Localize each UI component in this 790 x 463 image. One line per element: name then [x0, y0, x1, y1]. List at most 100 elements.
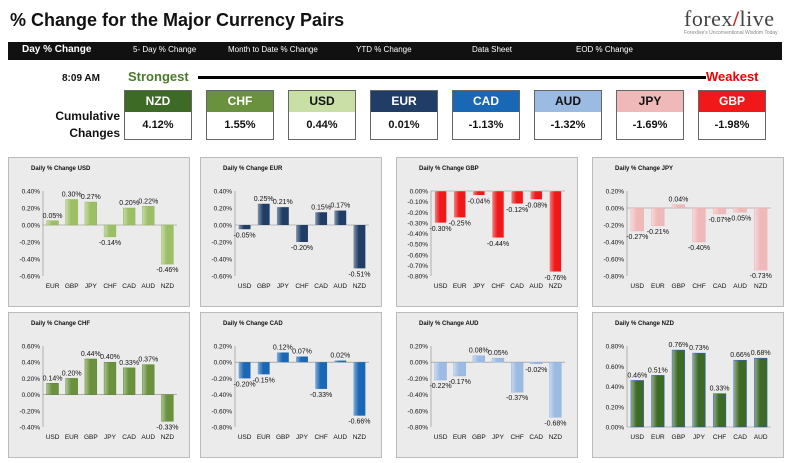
chart-eur: 0.40% 0.20% 0.00% -0.20% -0.40% -0.60% -0.05% U… [211, 189, 370, 291]
tab-month-to-date-change[interactable]: Month to Date % Change [228, 45, 318, 54]
data-label: 0.40% [100, 354, 120, 361]
x-tick-label: EUR [65, 434, 79, 441]
bar-cad [530, 362, 543, 365]
y-tick-label: -0.40% [19, 425, 40, 432]
tab-day-change[interactable]: Day % Change [22, 44, 92, 55]
y-tick-label: -0.20% [407, 376, 428, 383]
bar-gbp [257, 203, 270, 225]
x-tick-label: AUD [529, 283, 543, 290]
cum-box-chf: CHF 1.55% [206, 90, 274, 140]
page-title: % Change for the Major Currency Pairs [10, 10, 345, 30]
bar-eur [65, 378, 78, 395]
bar-nzd [754, 207, 768, 271]
y-tick-label: -0.40% [603, 240, 624, 247]
y-tick-label: 0.80% [606, 344, 625, 351]
tab-5-day-change[interactable]: 5- Day % Change [133, 45, 197, 54]
chart-chf: 0.60% 0.40% 0.20% 0.00% -0.20% -0.40% 0.14% USD… [19, 344, 178, 442]
x-tick-label: AUD [141, 434, 155, 441]
data-label: 0.02% [330, 353, 350, 360]
y-tick-label: -0.40% [407, 392, 428, 399]
x-tick-label: USD [238, 434, 252, 441]
bar-usd [434, 362, 447, 381]
y-tick-label: 0.40% [22, 189, 41, 196]
x-tick-label: CHF [692, 283, 705, 290]
data-label: 0.20% [119, 200, 139, 207]
tab-data-sheet[interactable]: Data Sheet [472, 45, 513, 54]
y-tick-label: -0.60% [211, 274, 232, 281]
x-tick-label: USD [238, 283, 252, 290]
tab-eod-change[interactable]: EOD % Change [576, 45, 633, 54]
x-tick-label: CHF [510, 434, 523, 441]
y-tick-label: -0.40% [211, 257, 232, 264]
chart-title: Daily % Change EUR [223, 166, 283, 172]
bar-jpy [103, 362, 117, 395]
cumulative-changes-label: Cumulative Changes [55, 109, 120, 140]
x-tick-label: CHF [314, 434, 327, 441]
data-label: -0.76% [544, 275, 566, 282]
cum-currency: NZD [125, 91, 191, 112]
bar-nzd [549, 190, 562, 272]
chart-usd: 0.40% 0.20% 0.00% -0.20% -0.40% -0.60% 0.05% EU… [19, 189, 178, 291]
data-label: -0.27% [626, 234, 648, 241]
y-tick-label: 0.20% [214, 344, 233, 351]
forexlive-logo[interactable]: forex/live Forexlive's Unconventional Wi… [684, 6, 780, 38]
bar-jpy [491, 357, 505, 363]
x-tick-label: NZD [549, 283, 563, 290]
y-tick-label: -0.40% [407, 231, 428, 238]
y-tick-label: 0.20% [214, 206, 233, 213]
cum-box-usd: USD 0.44% [288, 90, 356, 140]
x-tick-label: JPY [104, 434, 117, 441]
x-tick-label: CAD [733, 434, 747, 441]
data-label: 0.46% [627, 372, 647, 379]
x-tick-label: CHF [103, 283, 116, 290]
bar-cad [712, 207, 727, 215]
cum-value: -1.13% [468, 119, 504, 131]
x-tick-label: USD [434, 283, 448, 290]
y-tick-label: -0.60% [407, 252, 428, 259]
x-tick-label: JPY [492, 434, 505, 441]
data-label: -0.08% [525, 203, 547, 210]
x-tick-label: EUR [651, 283, 665, 290]
x-tick-label: CHF [713, 434, 726, 441]
bar-nzd [549, 362, 562, 418]
bar-cad [733, 359, 747, 428]
chart-panel-cad: Daily % Change CAD 0.20% 0.00% -0.20% -0.40… [200, 312, 382, 458]
bar-eur [453, 362, 466, 377]
nav-bar: Day % Change 5- Day % Change Month to Da… [8, 42, 782, 60]
y-tick-label: -0.20% [19, 240, 40, 247]
y-tick-label: 0.60% [606, 364, 625, 371]
data-label: -0.04% [468, 198, 490, 205]
cum-currency: GBP [699, 91, 765, 112]
title-bar: % Change for the Major Currency Pairs fo… [0, 0, 790, 42]
bar-aud [142, 364, 155, 395]
y-tick-label: -0.60% [407, 408, 428, 415]
chart-jpy: 0.20% 0.00% -0.20% -0.40% -0.60% -0.80% -0.27%… [603, 189, 772, 291]
tab-ytd-change[interactable]: YTD % Change [356, 45, 412, 54]
data-label: 0.05% [43, 213, 63, 220]
x-tick-label: NZD [161, 283, 175, 290]
data-label: -0.20% [233, 381, 255, 388]
data-label: 0.44% [81, 351, 101, 358]
cum-box-jpy: JPY -1.69% [616, 90, 684, 140]
x-tick-label: EUR [46, 283, 60, 290]
data-label: -0.02% [525, 367, 547, 374]
data-label: -0.73% [750, 273, 772, 280]
cum-currency: CAD [453, 91, 519, 112]
data-label: -0.33% [310, 392, 332, 399]
data-label: -0.66% [348, 419, 370, 426]
chart-gbp: 0.00%-0.10%-0.20%-0.30%-0.40%-0.50%-0.60… [407, 189, 566, 291]
x-tick-label: JPY [296, 434, 309, 441]
bar-cad [123, 367, 136, 395]
data-label: -0.25% [449, 221, 471, 228]
data-label: 0.14% [43, 375, 63, 382]
bar-usd [46, 383, 59, 395]
y-tick-label: -0.80% [407, 274, 428, 281]
bar-gbp [84, 358, 97, 395]
x-tick-label: AUD [754, 434, 768, 441]
x-tick-label: GBP [672, 283, 686, 290]
x-tick-label: GBP [672, 434, 686, 441]
data-label: -0.15% [253, 377, 275, 384]
x-tick-label: NZD [754, 283, 768, 290]
y-tick-label: 0.00% [214, 360, 233, 367]
data-label: -0.40% [688, 245, 710, 252]
